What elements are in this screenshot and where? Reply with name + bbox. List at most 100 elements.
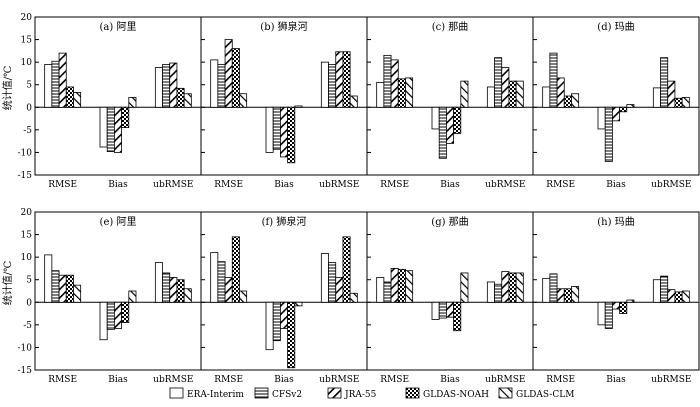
bar [265, 301, 274, 351]
bar [556, 77, 565, 108]
bar [494, 283, 503, 303]
bar [405, 270, 414, 303]
bar [515, 272, 524, 303]
bar [438, 106, 447, 159]
bar [114, 301, 123, 329]
x-tick-label: Bias [606, 180, 626, 190]
y-tick-label: 0 [26, 298, 32, 308]
panel-title: (g) 那曲 [431, 216, 468, 228]
legend: ERA-Interim CFSv2 JRA-55 GLDAS-NOAH GLDAS-CL… [169, 387, 575, 400]
bar [217, 261, 226, 303]
bar [619, 301, 628, 314]
bar [549, 52, 558, 108]
bar [183, 288, 192, 303]
bar [279, 301, 288, 329]
panel-title: (f) 狮泉河 [262, 215, 307, 228]
legend-label: CFSv2 [272, 390, 302, 400]
chart-panel-5: -15 -10 -5 0 5 10 15 20 (e) 阿里 RMSE Bias ubRMSE [18, 208, 202, 385]
legend-item: GLDAS-CLM [498, 387, 575, 400]
bar [320, 253, 329, 303]
chart-panel-2: (b) 狮泉河 RMSE Bias ubRMSE [200, 16, 368, 190]
bar [460, 272, 469, 303]
bar [612, 106, 621, 122]
chart-panel-6: (f) 狮泉河 RMSE Bias ubRMSE [200, 211, 368, 385]
bar [667, 289, 676, 303]
bar [453, 106, 462, 134]
bar [681, 96, 690, 108]
bar [453, 301, 462, 332]
bar [154, 262, 163, 303]
x-tick-label: ubRMSE [319, 375, 359, 385]
y-tick-label: -5 [23, 321, 32, 331]
chart-panel-4: (d) 玛曲 RMSE Bias ubRMSE [532, 16, 700, 190]
bar [224, 39, 233, 108]
x-tick-label: ubRMSE [651, 375, 691, 385]
legend-swatch [405, 387, 420, 399]
chart-panel-3: (c) 那曲 RMSE Bias ubRMSE [366, 16, 534, 190]
x-tick-label: RMSE [546, 375, 575, 385]
bar [279, 106, 288, 158]
bar [162, 64, 171, 108]
bar [667, 80, 676, 108]
y-tick-label: -10 [18, 148, 33, 158]
bar [390, 268, 399, 303]
bar [99, 106, 108, 148]
legend-label: ERA-Interim [187, 390, 244, 400]
bar [508, 80, 517, 108]
bar [73, 284, 82, 303]
y-tick-label: -5 [23, 126, 32, 136]
bar [571, 93, 580, 108]
x-tick-label: RMSE [48, 375, 77, 385]
y-tick-label: 15 [21, 36, 33, 46]
legend-item: CFSv2 [254, 387, 302, 400]
legend-label: GLDAS-NOAH [423, 390, 489, 400]
bar [376, 82, 385, 108]
legend-label: JRA-55 [344, 390, 377, 400]
bar [460, 80, 469, 108]
y-tick-label: -10 [18, 343, 33, 353]
bar [349, 95, 358, 108]
bar [549, 273, 558, 303]
x-tick-label: Bias [606, 375, 626, 385]
panel-title: (d) 玛曲 [597, 21, 634, 33]
bar [445, 106, 454, 144]
bar [563, 288, 572, 303]
panel-title: (c) 那曲 [432, 21, 469, 33]
bar [294, 105, 303, 108]
bar [272, 106, 281, 150]
x-tick-label: RMSE [214, 180, 243, 190]
bar [128, 290, 137, 303]
chart-panel-8: (h) 玛曲 RMSE Bias ubRMSE [532, 211, 700, 385]
bar [114, 106, 123, 153]
bar [597, 301, 606, 326]
bar [349, 292, 358, 303]
legend-item: JRA-55 [327, 387, 377, 400]
bar [335, 51, 344, 108]
bar [604, 301, 613, 329]
bar [515, 80, 524, 108]
plot-frame [532, 211, 700, 371]
bar [542, 277, 551, 303]
bar [681, 290, 690, 303]
y-tick-label: 15 [21, 231, 33, 241]
legend-item: GLDAS-NOAH [405, 387, 489, 400]
panel-title: (a) 阿里 [100, 21, 137, 33]
panel-title: (b) 狮泉河 [260, 20, 307, 33]
bar [328, 262, 337, 303]
y-tick-label: 10 [21, 253, 33, 263]
bar [106, 301, 115, 330]
x-tick-label: RMSE [380, 180, 409, 190]
bar [231, 236, 240, 303]
x-tick-label: ubRMSE [319, 180, 359, 190]
bar [501, 67, 510, 108]
bar [328, 64, 337, 108]
bar [652, 87, 661, 108]
legend-swatch [254, 387, 269, 399]
bar [486, 281, 495, 303]
bar [44, 254, 53, 303]
y-tick-label: -15 [18, 366, 33, 376]
y-tick-label: -15 [18, 171, 33, 181]
x-tick-label: RMSE [546, 180, 575, 190]
y-tick-label: 20 [21, 208, 33, 218]
